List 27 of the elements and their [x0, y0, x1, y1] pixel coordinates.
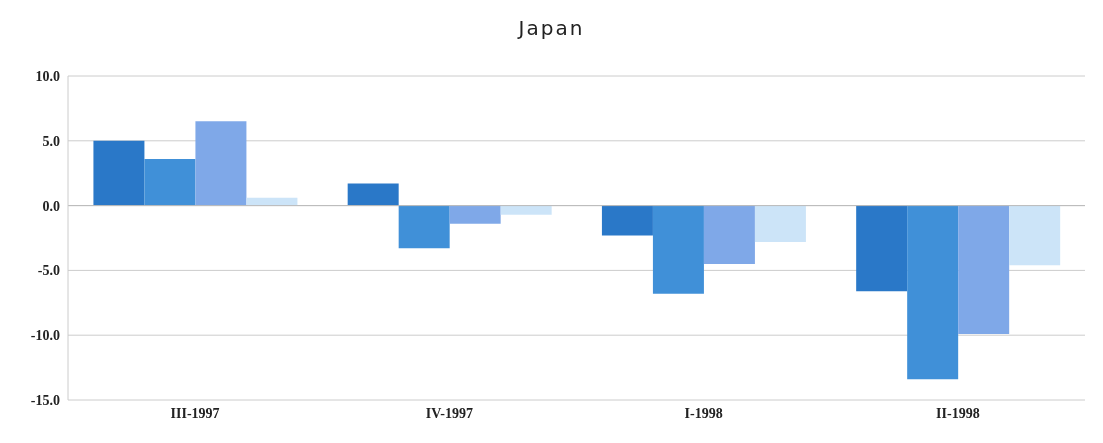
bar — [398, 205, 450, 249]
bar — [907, 205, 959, 380]
y-tick-label: -5.0 — [37, 263, 60, 279]
y-tick-label: -15.0 — [30, 392, 60, 408]
bar — [601, 205, 653, 236]
x-tick-label: IV-1997 — [425, 405, 473, 421]
bar — [347, 183, 399, 206]
bar — [1009, 205, 1061, 266]
y-tick-label: 0.0 — [42, 198, 60, 214]
bar — [449, 205, 501, 224]
bar — [500, 205, 552, 215]
bar — [856, 205, 908, 292]
bar — [93, 140, 145, 206]
bar — [195, 121, 247, 206]
bar — [703, 205, 755, 264]
bar — [652, 205, 704, 294]
bar — [754, 205, 806, 242]
chart-title: Japan — [516, 15, 586, 42]
x-tick-label: II-1998 — [936, 405, 980, 421]
x-tick-label: I-1998 — [684, 405, 723, 421]
bar — [144, 158, 196, 206]
bar — [246, 197, 298, 206]
y-tick-label: 5.0 — [42, 133, 60, 149]
y-tick-label: -10.0 — [30, 328, 60, 344]
y-tick-label: 10.0 — [35, 68, 60, 84]
bar — [958, 205, 1010, 334]
x-tick-label: III-1997 — [170, 405, 220, 421]
